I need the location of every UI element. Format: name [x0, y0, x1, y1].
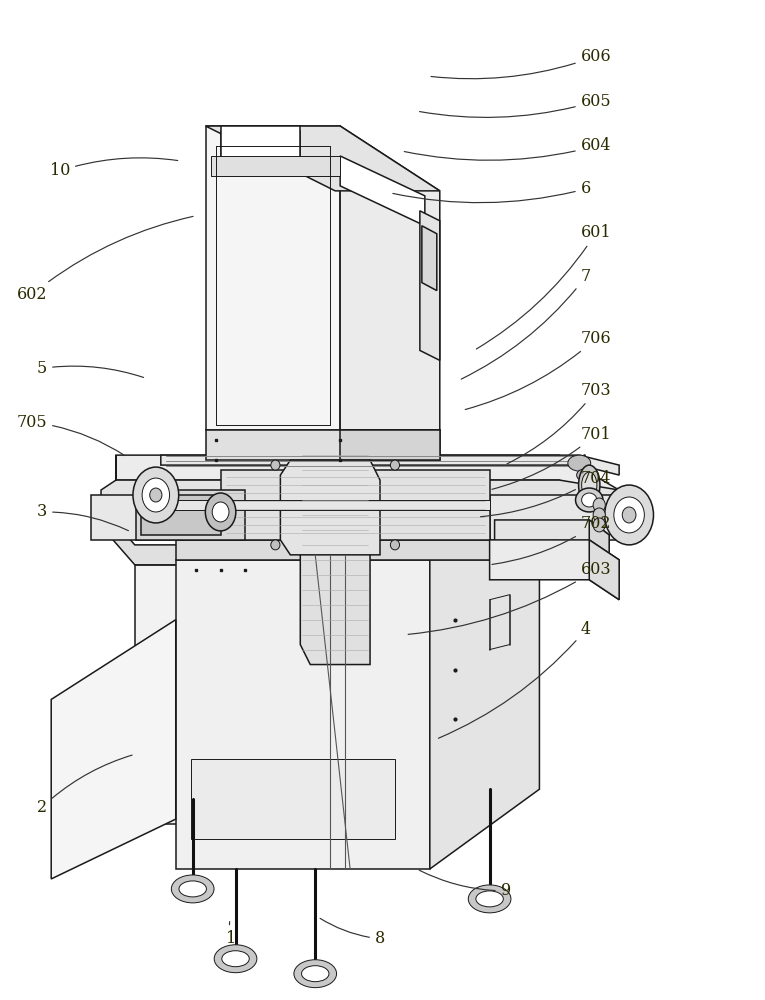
Text: 3: 3	[37, 503, 129, 531]
Polygon shape	[161, 455, 619, 475]
Ellipse shape	[205, 493, 236, 531]
Ellipse shape	[271, 540, 280, 550]
Ellipse shape	[271, 460, 280, 470]
Text: 601: 601	[477, 224, 611, 349]
Polygon shape	[166, 500, 490, 510]
Ellipse shape	[390, 460, 399, 470]
Text: 705: 705	[17, 414, 125, 456]
Ellipse shape	[133, 467, 179, 523]
Polygon shape	[265, 565, 386, 824]
Ellipse shape	[581, 493, 597, 507]
Polygon shape	[104, 510, 413, 565]
Polygon shape	[589, 520, 609, 560]
Ellipse shape	[575, 488, 603, 512]
Polygon shape	[101, 455, 619, 510]
Polygon shape	[190, 759, 395, 839]
Polygon shape	[340, 126, 440, 430]
Text: 8: 8	[320, 918, 385, 947]
Ellipse shape	[301, 966, 329, 982]
Polygon shape	[495, 520, 609, 560]
Ellipse shape	[614, 497, 644, 533]
Text: 706: 706	[465, 330, 611, 410]
Text: 704: 704	[480, 470, 611, 517]
Ellipse shape	[222, 951, 249, 967]
Text: 703: 703	[507, 382, 611, 464]
Text: 602: 602	[17, 216, 193, 303]
Ellipse shape	[142, 478, 170, 512]
Ellipse shape	[568, 455, 591, 471]
Ellipse shape	[179, 881, 207, 897]
Text: 701: 701	[492, 426, 611, 489]
Polygon shape	[141, 495, 220, 535]
Text: 606: 606	[431, 48, 611, 79]
Polygon shape	[135, 565, 265, 824]
Ellipse shape	[593, 508, 605, 522]
Polygon shape	[490, 495, 619, 540]
Text: 4: 4	[438, 621, 591, 738]
Polygon shape	[490, 540, 619, 600]
Polygon shape	[340, 156, 425, 226]
Ellipse shape	[581, 472, 597, 498]
Text: 10: 10	[50, 158, 177, 179]
Ellipse shape	[476, 891, 503, 907]
Ellipse shape	[593, 498, 605, 512]
Polygon shape	[422, 226, 437, 291]
Polygon shape	[136, 490, 246, 540]
Polygon shape	[280, 460, 380, 555]
Text: 5: 5	[37, 360, 144, 377]
Ellipse shape	[593, 518, 605, 532]
Text: 9: 9	[419, 870, 511, 899]
Polygon shape	[210, 156, 340, 176]
Polygon shape	[176, 560, 430, 869]
Ellipse shape	[578, 465, 600, 505]
Polygon shape	[206, 126, 340, 430]
Polygon shape	[206, 126, 440, 191]
Polygon shape	[430, 560, 539, 869]
Ellipse shape	[150, 488, 162, 502]
Text: 1: 1	[226, 922, 236, 947]
Polygon shape	[220, 126, 301, 166]
Polygon shape	[51, 620, 176, 879]
Text: 604: 604	[404, 137, 611, 160]
Polygon shape	[220, 131, 301, 166]
Ellipse shape	[622, 507, 636, 523]
Ellipse shape	[214, 945, 257, 973]
Polygon shape	[589, 540, 619, 600]
Text: 603: 603	[409, 561, 611, 634]
Polygon shape	[176, 540, 539, 560]
Ellipse shape	[212, 502, 229, 522]
Polygon shape	[340, 430, 440, 460]
Polygon shape	[206, 430, 440, 460]
Ellipse shape	[171, 875, 214, 903]
Ellipse shape	[390, 540, 399, 550]
Polygon shape	[301, 440, 370, 665]
Polygon shape	[116, 455, 619, 510]
Text: 702: 702	[492, 515, 611, 564]
Text: 7: 7	[461, 268, 591, 379]
Text: 2: 2	[37, 755, 132, 816]
Ellipse shape	[294, 960, 337, 988]
Polygon shape	[220, 470, 490, 540]
Ellipse shape	[604, 485, 653, 545]
Text: 6: 6	[393, 180, 591, 203]
Ellipse shape	[468, 885, 511, 913]
Polygon shape	[420, 211, 440, 360]
Polygon shape	[91, 495, 220, 540]
Ellipse shape	[577, 469, 592, 481]
Text: 605: 605	[419, 93, 611, 117]
